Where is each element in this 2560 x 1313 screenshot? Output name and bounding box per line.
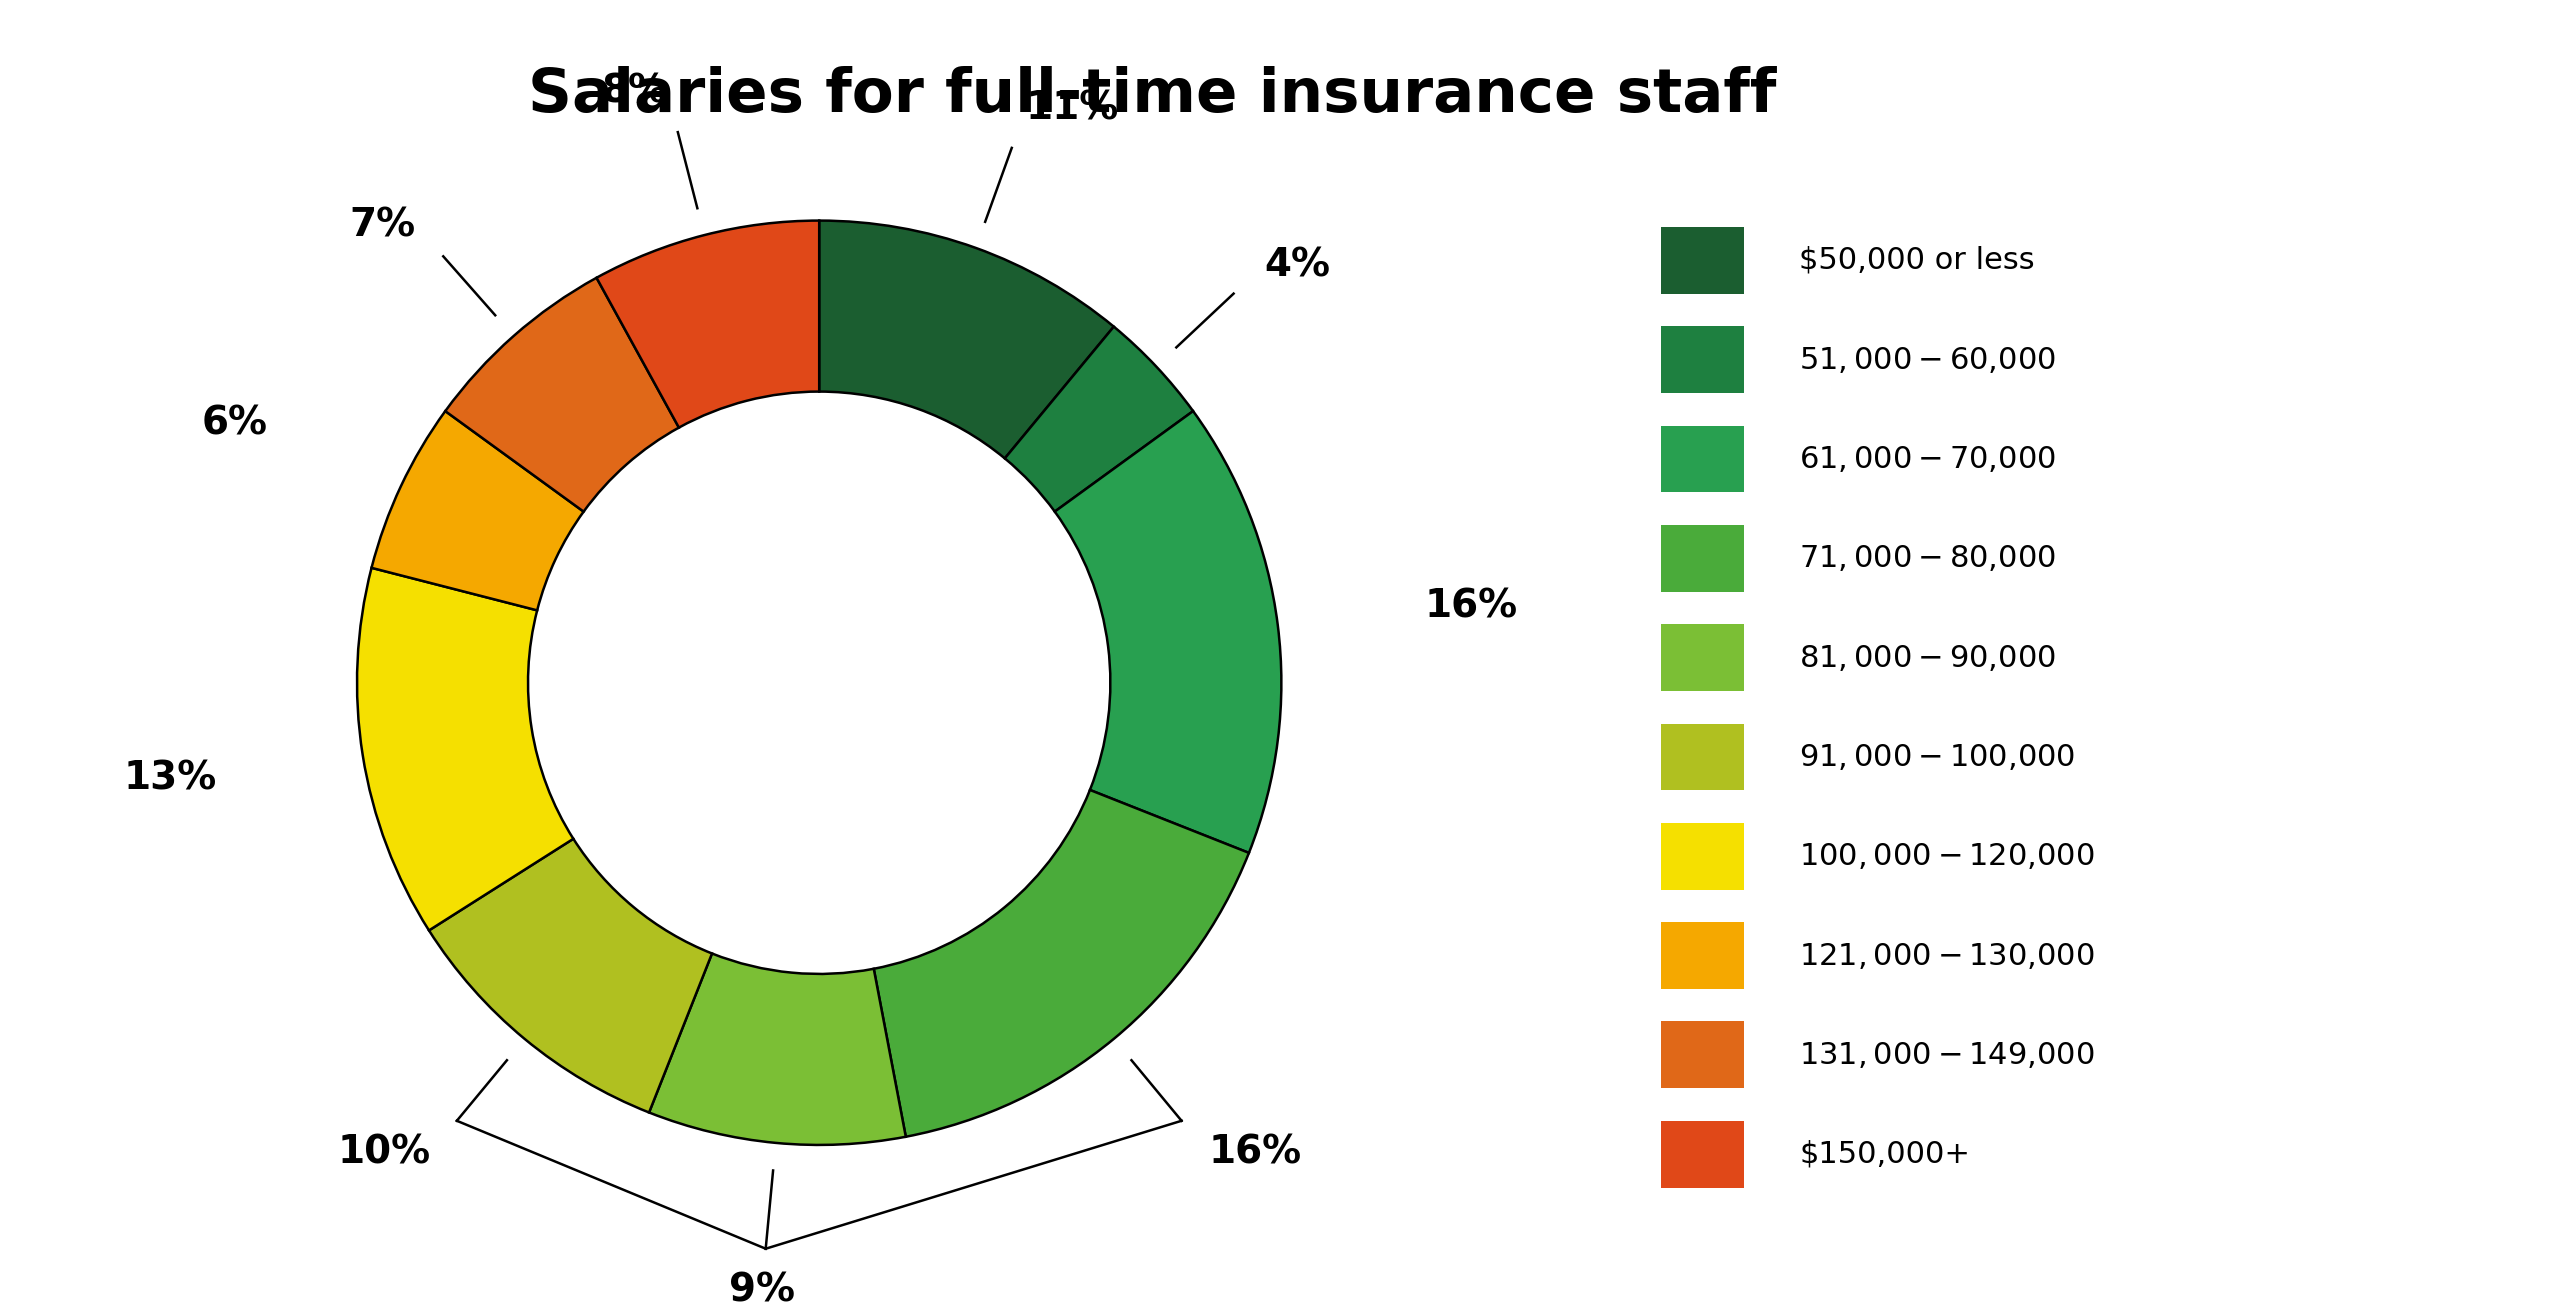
Text: 16%: 16% [1208,1134,1300,1171]
Bar [1661,525,1743,592]
Wedge shape [596,221,819,428]
Text: 13%: 13% [123,759,218,797]
Wedge shape [371,411,584,611]
Text: $121,000-$130,000: $121,000-$130,000 [1800,940,2094,970]
Text: 9%: 9% [730,1271,794,1309]
Text: $81,000-$90,000: $81,000-$90,000 [1800,642,2056,672]
Wedge shape [873,790,1249,1137]
Text: 6%: 6% [202,404,266,442]
Bar [1661,327,1743,393]
Wedge shape [650,953,906,1145]
Bar [1661,425,1743,492]
Wedge shape [445,278,678,512]
Bar [1661,922,1743,989]
Text: 10%: 10% [338,1134,430,1171]
Text: 16%: 16% [1423,587,1518,625]
Bar [1661,624,1743,691]
Wedge shape [356,567,573,931]
Text: $131,000-$149,000: $131,000-$149,000 [1800,1040,2094,1070]
Text: $71,000-$80,000: $71,000-$80,000 [1800,544,2056,574]
Bar [1661,227,1743,294]
Bar [1661,823,1743,890]
Text: 11%: 11% [1027,89,1119,127]
Text: $150,000+: $150,000+ [1800,1140,1971,1169]
Bar [1661,1121,1743,1187]
Wedge shape [430,839,712,1112]
Text: 7%: 7% [351,206,415,244]
Text: Salaries for full-time insurance staff: Salaries for full-time insurance staff [527,66,1777,125]
Text: $100,000-$120,000: $100,000-$120,000 [1800,842,2094,872]
Text: 4%: 4% [1265,246,1331,284]
Text: $50,000 or less: $50,000 or less [1800,246,2035,274]
Text: $61,000-$70,000: $61,000-$70,000 [1800,444,2056,474]
Bar [1661,1022,1743,1088]
Text: $91,000-$100,000: $91,000-$100,000 [1800,742,2076,772]
Wedge shape [1055,411,1283,853]
Text: $51,000-$60,000: $51,000-$60,000 [1800,345,2056,374]
Bar [1661,723,1743,790]
Wedge shape [819,221,1114,458]
Wedge shape [1004,327,1193,512]
Text: 8%: 8% [602,72,668,110]
